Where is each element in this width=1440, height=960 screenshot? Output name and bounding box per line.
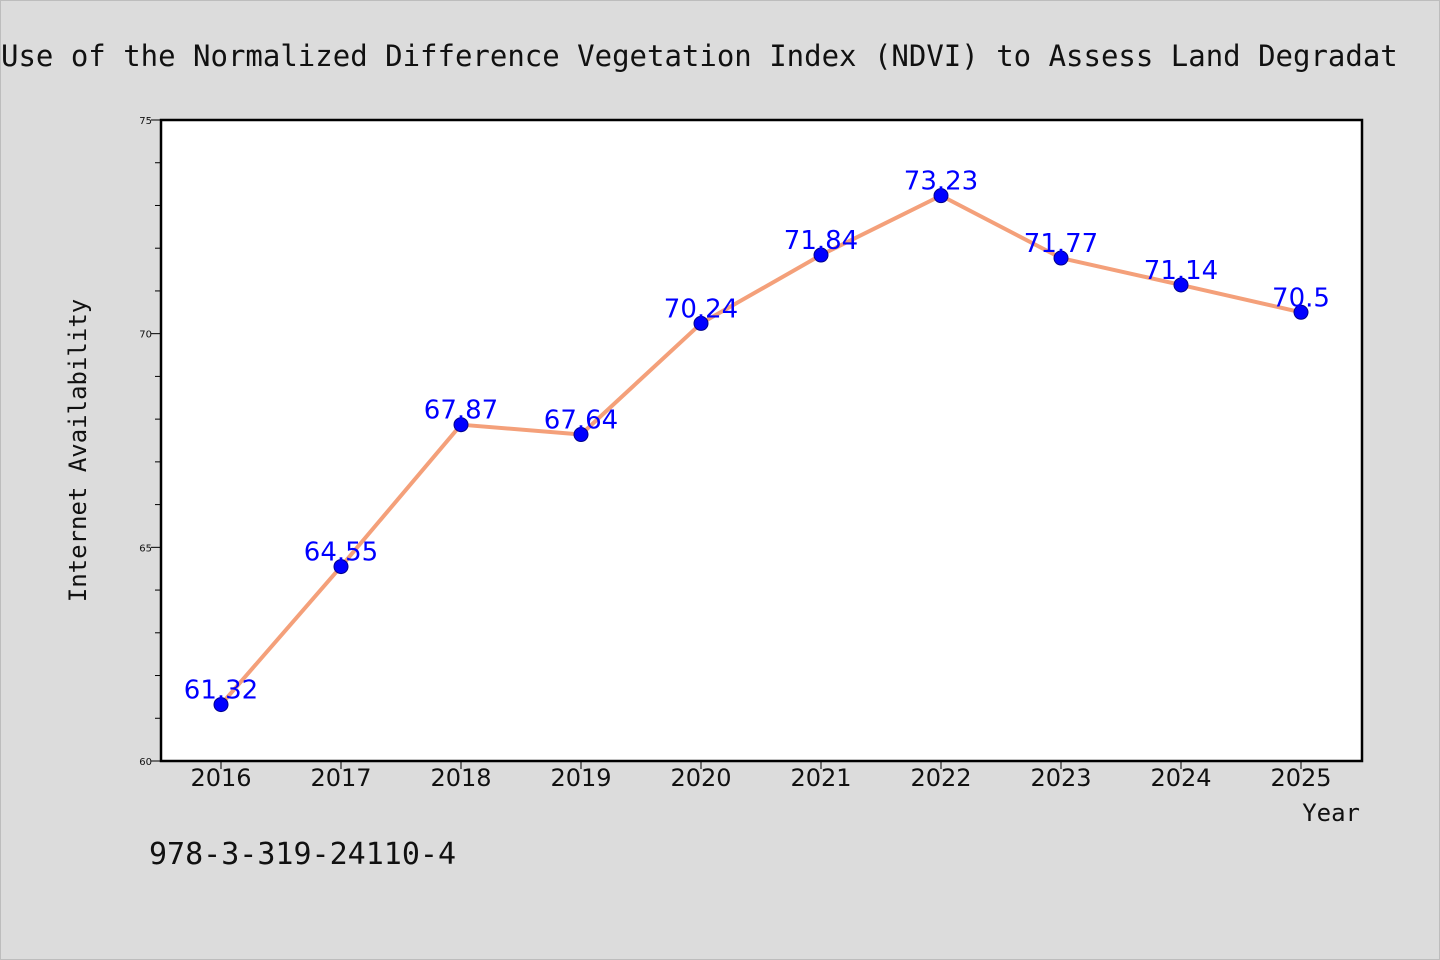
data-label: 71.84: [784, 226, 858, 256]
data-point: [1293, 304, 1309, 320]
chart-title: Use of the Normalized Difference Vegetat…: [1, 39, 1398, 73]
data-label: 71.14: [1144, 256, 1218, 286]
isbn-text: 978-3-319-24110-4: [149, 837, 457, 872]
x-tick-label: 2024: [1150, 764, 1211, 792]
data-point: [573, 427, 589, 443]
y-tick-label: 65: [139, 543, 152, 554]
x-tick-label: 2020: [670, 764, 731, 792]
data-point: [693, 315, 709, 331]
data-point: [453, 417, 469, 433]
x-tick-label: 2023: [1030, 764, 1091, 792]
x-axis-label: Year: [1302, 799, 1360, 827]
data-point: [333, 559, 349, 575]
data-label: 67.64: [544, 406, 618, 436]
plot-area: [159, 118, 1364, 763]
data-label: 67.87: [424, 396, 498, 426]
data-point: [213, 697, 229, 713]
x-tick-label: 2021: [790, 764, 851, 792]
series-line: [219, 193, 1303, 707]
data-point: [933, 188, 949, 204]
x-tick-label: 2017: [310, 764, 371, 792]
y-tick-label: 75: [139, 116, 152, 127]
y-tick-label: 60: [139, 757, 152, 768]
x-tick-label: 2018: [430, 764, 491, 792]
data-point: [813, 247, 829, 263]
data-point: [1053, 250, 1069, 266]
data-label: 61.32: [184, 676, 258, 706]
x-tick-label: 2016: [190, 764, 251, 792]
x-tick-label: 2022: [910, 764, 971, 792]
data-label: 70.24: [664, 294, 738, 324]
x-tick-label: 2025: [1270, 764, 1331, 792]
data-point: [1173, 277, 1189, 293]
data-label: 71.77: [1024, 229, 1098, 259]
data-label: 70.5: [1272, 283, 1330, 313]
data-label: 73.23: [904, 167, 978, 197]
y-axis-label: Internet Availability: [64, 299, 92, 602]
data-label: 64.55: [304, 538, 378, 568]
x-tick-label: 2019: [550, 764, 611, 792]
y-tick-label: 70: [139, 330, 152, 341]
